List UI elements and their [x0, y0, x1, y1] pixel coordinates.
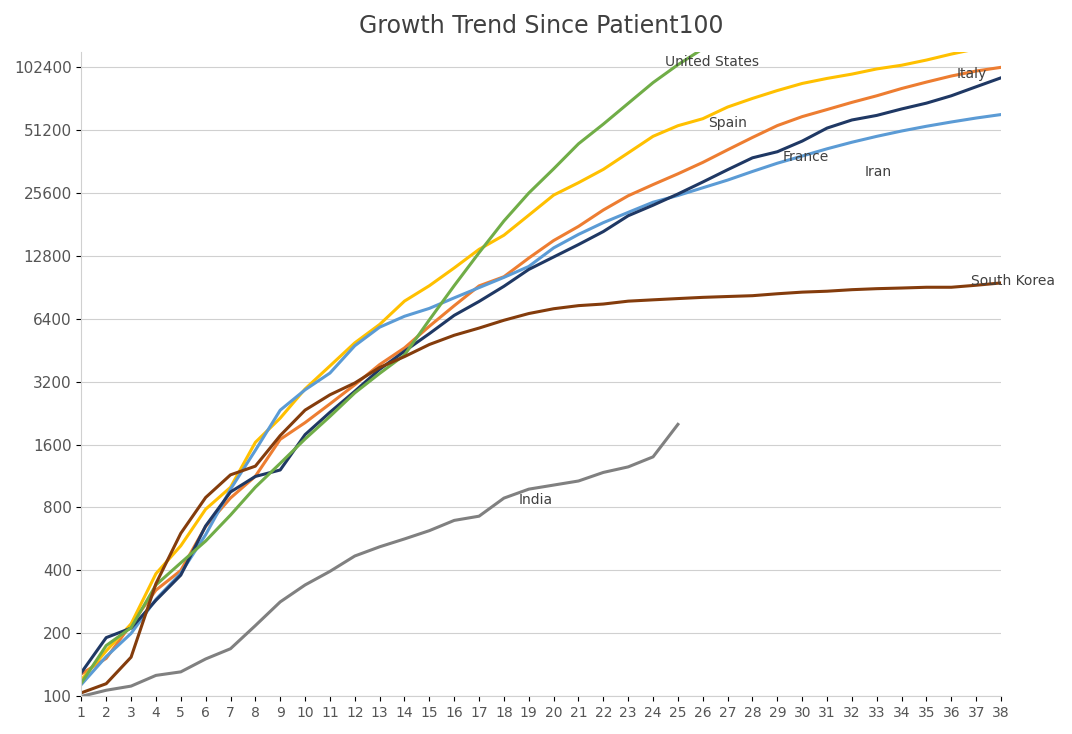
- Text: Spain: Spain: [708, 116, 746, 130]
- Text: Italy: Italy: [956, 67, 986, 81]
- Text: France: France: [783, 150, 829, 164]
- Text: India: India: [519, 493, 553, 507]
- Text: Iran: Iran: [864, 165, 892, 179]
- Title: Growth Trend Since Patient100: Growth Trend Since Patient100: [359, 14, 724, 38]
- Text: United States: United States: [666, 55, 759, 69]
- Text: South Korea: South Korea: [971, 274, 1055, 288]
